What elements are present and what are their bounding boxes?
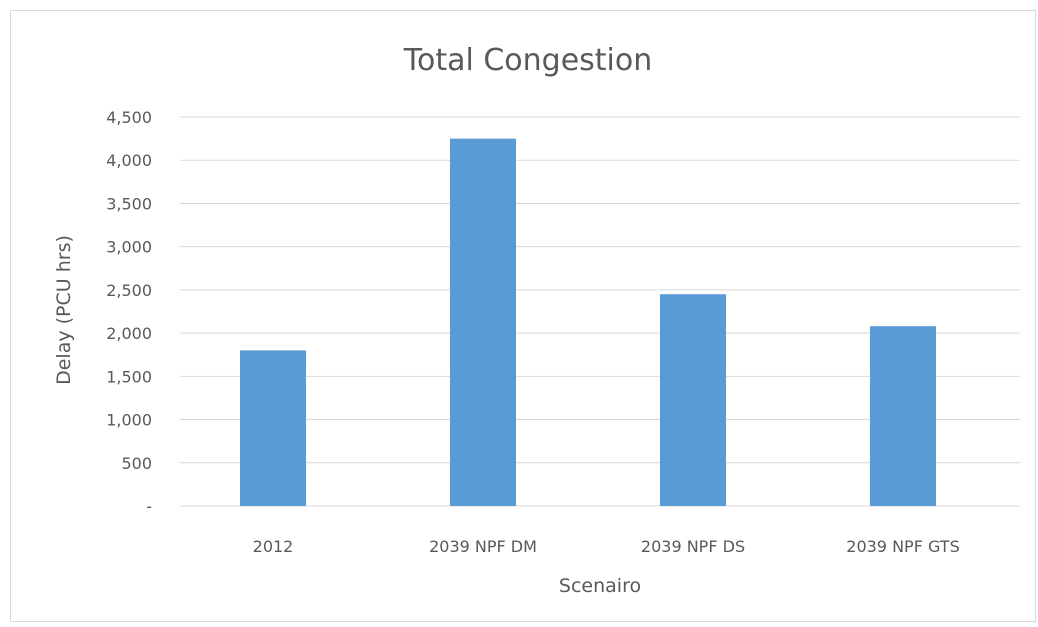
x-axis-ticks: 2012 2039 NPF DM 2039 NPF DS 2039 NPF GTS — [253, 537, 960, 556]
bar — [240, 350, 306, 506]
y-tick-label: 2,500 — [106, 281, 152, 300]
x-tick-label: 2039 NPF DM — [429, 537, 537, 556]
y-axis-label: Delay (PCU hrs) — [53, 235, 75, 385]
y-tick-label: - — [146, 497, 152, 516]
y-axis-ticks: - 500 1,000 1,500 2,000 2,500 3,000 3,500 4,000 4… — [106, 108, 152, 516]
bars — [240, 138, 936, 506]
y-tick-label: 1,500 — [106, 367, 152, 386]
x-tick-label: 2012 — [253, 537, 294, 556]
y-tick-label: 2,000 — [106, 324, 152, 343]
y-tick-label: 3,500 — [106, 194, 152, 213]
y-tick-label: 3,000 — [106, 238, 152, 257]
x-axis-label: Scenairo — [559, 575, 641, 597]
chart-title: Total Congestion — [403, 43, 653, 78]
x-tick-label: 2039 NPF DS — [641, 537, 745, 556]
y-tick-label: 1,000 — [106, 411, 152, 430]
bar — [660, 294, 726, 506]
chart-frame — [10, 10, 1036, 622]
y-tick-label: 4,500 — [106, 108, 152, 127]
y-tick-label: 500 — [121, 454, 152, 473]
x-tick-label: 2039 NPF GTS — [846, 537, 959, 556]
y-tick-label: 4,000 — [106, 151, 152, 170]
bar — [450, 138, 516, 506]
bar — [870, 326, 936, 506]
